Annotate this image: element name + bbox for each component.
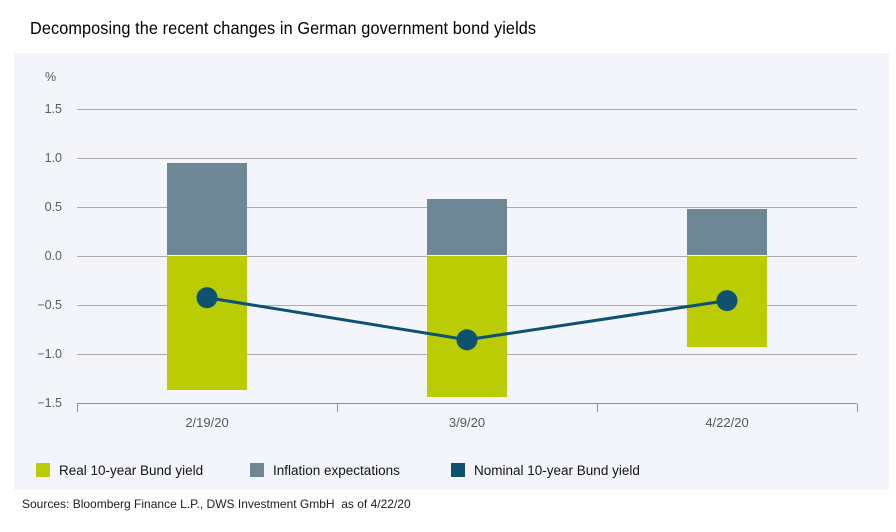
legend-item-nominal: Nominal 10-year Bund yield [451, 459, 640, 481]
bar-inflation-expectations [427, 198, 507, 256]
axis-tick [857, 403, 858, 412]
x-tick-label: 2/19/20 [185, 414, 229, 430]
y-axis-unit-label: % [45, 70, 57, 84]
x-tick-label: 3/9/20 [448, 414, 486, 430]
legend-swatch-inflation [250, 463, 264, 477]
gridline [77, 402, 857, 404]
legend-label-real-yield: Real 10-year Bund yield [59, 462, 204, 478]
bar-inflation-expectations [687, 209, 767, 256]
bar-real-yield [167, 255, 247, 390]
bar-real-yield [687, 255, 767, 347]
y-tick-label: −1.0 [37, 346, 62, 361]
gridline [77, 157, 857, 159]
y-tick-label: −1.5 [37, 395, 62, 410]
legend-label-nominal: Nominal 10-year Bund yield [474, 462, 640, 478]
y-tick-label: 1.5 [44, 101, 62, 116]
y-tick-label: −0.5 [37, 297, 62, 312]
bar-inflation-expectations [167, 163, 247, 256]
legend-label-inflation: Inflation expectations [273, 462, 400, 478]
legend-swatch-real-yield [36, 463, 50, 477]
axis-tick [337, 403, 338, 412]
chart-panel: % 1.5 1.0 0.5 0.0 −0.5 −1.0 −1.5 2/19/20 3/9/20 4… [14, 53, 889, 490]
axis-tick [597, 403, 598, 412]
y-tick-label: 1.0 [44, 150, 62, 165]
legend-item-real-yield: Real 10-year Bund yield [36, 459, 203, 481]
gridline [77, 108, 857, 110]
sources-note: Sources: Bloomberg Finance L.P., DWS Inv… [22, 497, 411, 511]
bar-real-yield [427, 255, 507, 397]
y-tick-label: 0.0 [44, 248, 62, 263]
legend-item-inflation: Inflation expectations [250, 459, 400, 481]
y-tick-label: 0.5 [44, 199, 62, 214]
axis-tick [77, 403, 78, 412]
x-tick-label: 4/22/20 [705, 414, 749, 430]
legend-swatch-nominal [451, 463, 465, 477]
page-title: Decomposing the recent changes in German… [30, 18, 537, 38]
